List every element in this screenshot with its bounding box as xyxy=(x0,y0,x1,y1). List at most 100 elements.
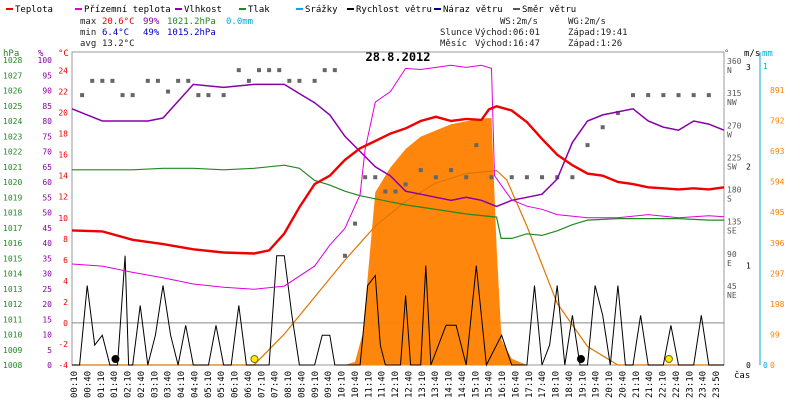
x-tick-label: 03:10 xyxy=(150,371,160,398)
x-tick-label: 12:40 xyxy=(404,371,414,398)
x-tick-label: 14:10 xyxy=(445,371,455,398)
x-tick-label: 04:40 xyxy=(190,371,200,398)
hpa-tick-label: 1008 xyxy=(3,361,22,370)
wind-direction-point xyxy=(130,93,135,98)
direction-tick-cardinal: N xyxy=(727,66,732,75)
x-tick-label: 23:40 xyxy=(699,371,709,398)
wind-direction-point xyxy=(221,93,226,98)
stat-max-temp: 20.6°C xyxy=(102,17,135,27)
percent-tick-label: 60 xyxy=(42,178,52,187)
axis-unit-percent: % xyxy=(38,49,44,59)
hpa-tick-label: 1022 xyxy=(3,148,22,157)
wind-direction-point xyxy=(524,175,529,180)
percent-tick-label: 50 xyxy=(42,209,52,218)
wind-direction-point xyxy=(246,78,251,83)
wind-direction-point xyxy=(90,78,95,83)
percent-tick-label: 5 xyxy=(47,346,52,355)
legend-label: Směr větru xyxy=(522,5,576,15)
direction-tick-cardinal: NW xyxy=(727,98,737,107)
x-tick-label: 16:40 xyxy=(511,371,521,398)
stat-sun-label: Slunce xyxy=(440,28,473,38)
wind-direction-point xyxy=(236,68,241,73)
stat-moonset: Západ:1:26 xyxy=(568,39,622,49)
radiation-tick-label: 0 xyxy=(770,361,775,370)
wind-tick-label: 1 xyxy=(746,262,751,271)
wind-direction-point xyxy=(322,68,327,73)
x-tick-label: 21:40 xyxy=(645,371,655,398)
celsius-tick-label: 20 xyxy=(58,109,68,118)
wind-speed-line xyxy=(72,255,724,367)
wind-direction-point xyxy=(418,168,423,173)
celsius-tick-label: 0 xyxy=(63,319,68,328)
percent-tick-label: 65 xyxy=(42,163,52,172)
stat-max-rain: 0.0mm xyxy=(226,17,253,27)
wind-direction-point xyxy=(383,189,388,194)
x-tick-label: 20:10 xyxy=(605,371,615,398)
moonrise-marker xyxy=(576,355,585,363)
celsius-tick-label: -2 xyxy=(58,340,68,349)
wind-direction-point xyxy=(540,175,545,180)
sun-path-line xyxy=(72,169,724,366)
radiation-tick-label: 99 xyxy=(770,330,780,339)
percent-tick-label: 100 xyxy=(38,56,53,65)
percent-tick-label: 0 xyxy=(47,361,52,370)
wind-direction-point xyxy=(433,175,438,180)
wind-direction-point xyxy=(691,93,696,98)
x-tick-label: 12:10 xyxy=(391,371,401,398)
x-tick-label: 02:10 xyxy=(124,371,134,398)
x-tick-label: 22:10 xyxy=(659,371,669,398)
hpa-tick-label: 1019 xyxy=(3,193,22,202)
radiation-tick-label: 891 xyxy=(770,86,785,95)
x-tick-label: 09:10 xyxy=(311,371,321,398)
hpa-tick-label: 1026 xyxy=(3,87,22,96)
wind-direction-point xyxy=(155,78,160,83)
wind-direction-point xyxy=(570,175,575,180)
wind-direction-point xyxy=(312,78,317,83)
stats-panel: max 20.6°C 99% 1021.2hPa 0.0mm min 6.4°C… xyxy=(80,17,628,49)
x-tick-label: 00:10 xyxy=(70,371,80,398)
legend-label: Přízemní teplota xyxy=(84,5,171,15)
stat-ws: WS:2m/s xyxy=(500,17,538,27)
stat-min-pres: 1015.2hPa xyxy=(167,28,216,38)
direction-tick-label: 360 xyxy=(727,57,742,66)
wind-direction-point xyxy=(474,143,479,148)
hpa-tick-label: 1012 xyxy=(3,300,22,309)
percent-tick-label: 15 xyxy=(42,315,52,324)
x-tick-label: 19:10 xyxy=(578,371,588,398)
wind-direction-point xyxy=(100,78,105,83)
celsius-tick-label: 18 xyxy=(58,130,68,139)
x-tick-label: 18:10 xyxy=(552,371,562,398)
celsius-tick-label: 8 xyxy=(63,235,68,244)
x-tick-label: 10:40 xyxy=(351,371,361,398)
x-tick-label: 05:40 xyxy=(217,371,227,398)
wind-direction-point xyxy=(631,93,636,98)
stat-avg-temp: 13.2°C xyxy=(102,39,135,49)
x-tick-label: 04:10 xyxy=(177,371,187,398)
hpa-tick-label: 1015 xyxy=(3,254,22,263)
stat-max-label: max xyxy=(80,17,97,27)
axis-unit-degree: ° xyxy=(724,49,729,59)
radiation-tick-label: 396 xyxy=(770,239,785,248)
celsius-tick-label: 16 xyxy=(58,151,68,160)
wind-direction-point xyxy=(342,253,347,258)
celsius-tick-label: 24 xyxy=(58,67,68,76)
stat-min-label: min xyxy=(80,28,96,38)
wind-direction-point xyxy=(706,93,711,98)
x-tick-label: 17:40 xyxy=(538,371,548,398)
legend-label: Srážky xyxy=(305,5,338,15)
x-tick-label: 08:10 xyxy=(284,371,294,398)
direction-tick-label: 180 xyxy=(727,186,742,195)
wind-direction-point xyxy=(509,175,514,180)
axis-unit-hpa: hPa xyxy=(3,49,19,59)
wind-direction-point xyxy=(600,125,605,130)
wind-direction-point xyxy=(373,175,378,180)
stat-max-pres: 1021.2hPa xyxy=(167,17,216,27)
wind-direction-point xyxy=(403,182,408,187)
x-tick-label: 06:10 xyxy=(231,371,241,398)
stat-sunset: Západ:19:41 xyxy=(568,28,628,38)
celsius-tick-label: 10 xyxy=(58,214,68,223)
wind-direction-point xyxy=(267,68,272,73)
direction-tick-label: 225 xyxy=(727,153,742,162)
wind-direction-point xyxy=(145,78,150,83)
hpa-tick-label: 1018 xyxy=(3,209,22,218)
